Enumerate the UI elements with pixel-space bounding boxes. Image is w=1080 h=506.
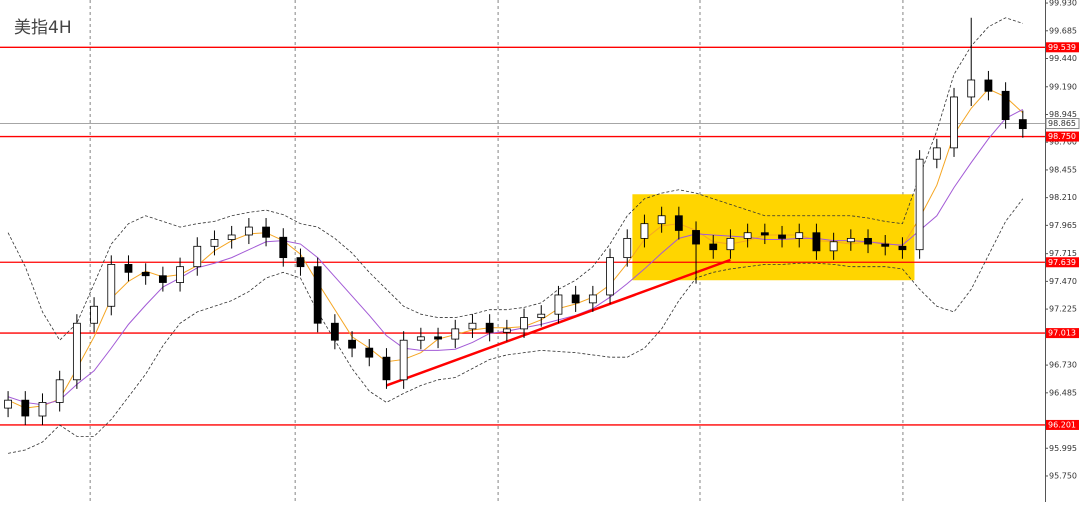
candle-body [399,339,408,381]
candle-body [760,232,769,236]
level-label: 97.013 [1048,329,1076,338]
candle-body [1018,119,1027,130]
candle-body [468,322,477,330]
chart-title: 美指4H [14,18,72,38]
candle-body [296,257,305,268]
candle-body [193,245,202,268]
candle-body [537,313,546,318]
y-tick-label: 96.485 [1049,388,1077,397]
candle-body [141,271,150,277]
candle-body [210,239,219,247]
candle-body [984,79,993,92]
candle-body [743,232,752,239]
level-label-box [1046,42,1079,53]
candle-body [812,232,821,252]
candle-body [485,322,494,333]
candle-body [227,234,236,240]
level-label: 99.539 [1048,43,1076,52]
candle-body [4,399,12,409]
candle-body [554,294,563,315]
level-label-box [1046,419,1079,430]
candle-body [795,232,804,239]
candle-body [416,336,425,341]
candle-body [881,243,890,247]
level-label-box [1046,131,1079,142]
candle-body [640,223,649,239]
candle-body [434,336,442,340]
y-tick-label: 99.190 [1049,82,1077,91]
candle-body [262,226,270,238]
candle-body [606,257,614,296]
y-tick-label: 99.440 [1049,54,1077,63]
current-price-box [1045,118,1080,130]
band-line [8,198,1024,454]
y-tick-label: 97.225 [1049,305,1077,314]
candle-body [915,158,924,251]
candle-body [657,215,666,225]
candle-body [244,226,253,236]
y-tick-label: 98.945 [1049,110,1077,119]
candle-body [623,237,632,259]
candle-body [778,234,786,239]
candle-body [898,245,907,251]
candle-body [967,79,976,98]
candle-body [932,147,941,160]
candle-body [520,317,528,330]
candle-body [365,347,374,358]
candle-body [21,399,30,417]
y-tick-label: 98.210 [1049,193,1077,202]
candle-body [124,264,133,273]
current-price-label: 98.865 [1048,119,1076,128]
candle-body [55,379,64,403]
candle-body [674,215,683,231]
candle-body [502,328,511,333]
y-tick-label: 97.965 [1049,221,1077,230]
level-label-box [1046,257,1079,268]
y-tick-label: 99.685 [1049,26,1077,35]
candle-body [279,236,288,259]
candle-body [313,266,322,324]
level-label: 96.201 [1048,420,1076,429]
candle-body [829,241,838,252]
candle-body [158,275,167,283]
candle-body [72,322,81,381]
level-label: 98.750 [1048,132,1076,141]
candle-body [950,96,958,149]
candle-body [1001,90,1010,120]
band-line [7,17,1023,341]
level-label-box [1046,328,1079,339]
candle-body [107,264,116,307]
candle-body [176,266,184,283]
candle-body [38,402,47,417]
candle-body [588,294,597,304]
y-tick-label: 97.470 [1049,277,1077,286]
y-tick-label: 98.700 [1049,138,1077,147]
level-label: 97.639 [1048,258,1076,267]
y-tick-label: 95.995 [1049,444,1077,453]
candle-body [846,237,855,243]
zone [632,194,915,281]
candle-body [382,356,391,381]
candle-body [330,322,339,341]
candle-body [709,243,718,251]
candle-body [864,237,872,245]
y-tick-label: 95.750 [1049,471,1077,480]
y-tick-label: 97.715 [1049,249,1077,258]
y-tick-label: 98.455 [1049,165,1077,174]
y-tick-label: 96.730 [1049,361,1077,370]
candle-body [571,294,580,304]
candle-body [692,230,700,245]
y-tick-label: 99.930 [1049,0,1077,8]
candle-body [90,305,98,324]
candle-body [451,328,460,340]
candle-body [348,339,356,349]
candle-body [726,237,735,251]
